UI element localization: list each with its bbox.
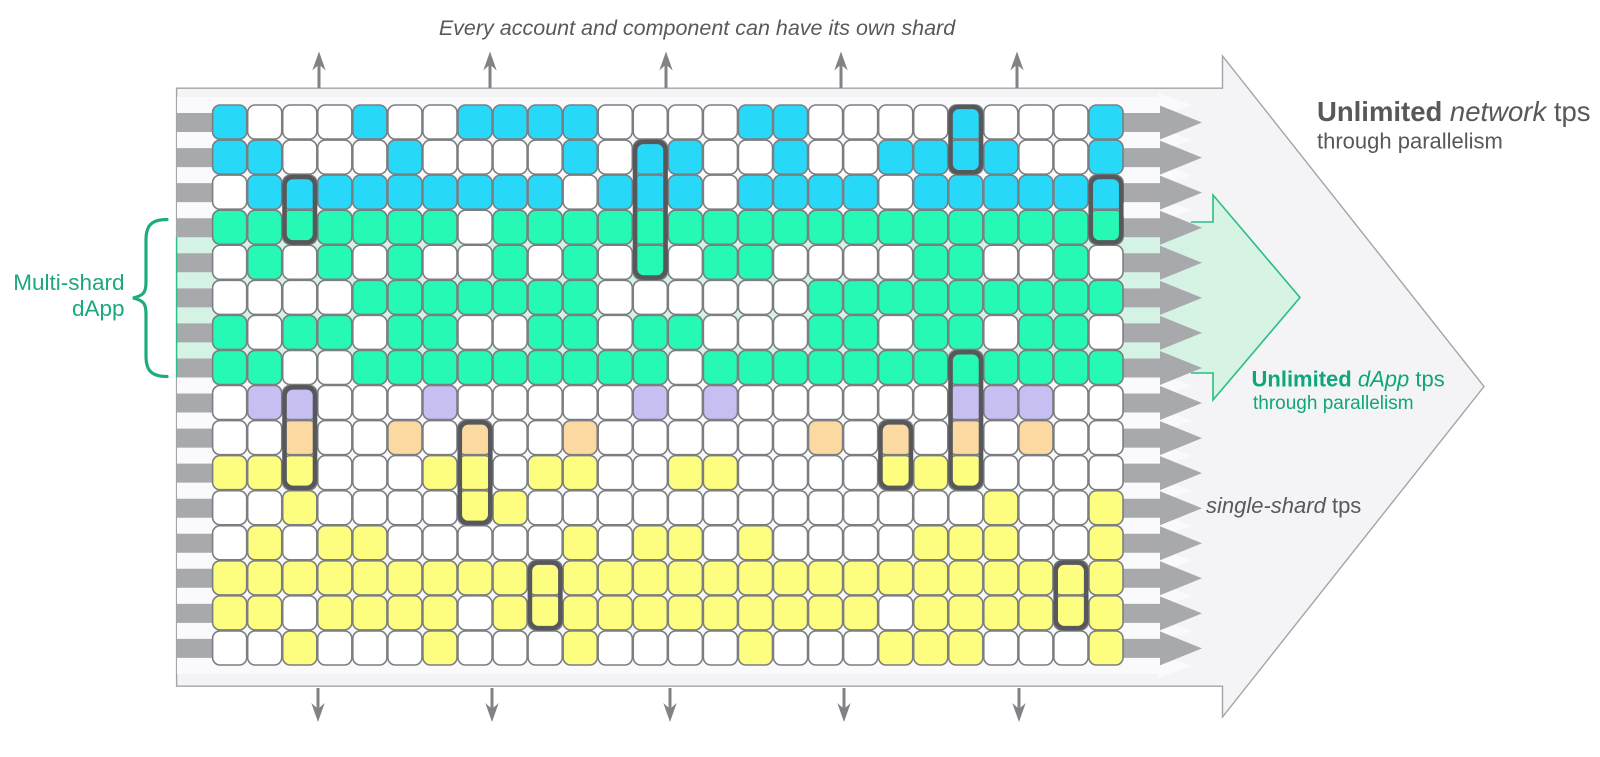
svg-text:single-shard tps: single-shard tps [1206, 493, 1361, 518]
svg-text:Unlimited dApp tps: Unlimited dApp tps [1252, 367, 1445, 392]
svg-text:through parallelism: through parallelism [1253, 393, 1414, 414]
svg-text:dApp: dApp [72, 296, 125, 321]
svg-text:Every account and component ca: Every account and component can have its… [439, 16, 956, 40]
svg-text:Unlimited network tps: Unlimited network tps [1317, 96, 1591, 127]
svg-text:Multi-shard: Multi-shard [13, 270, 124, 295]
svg-text:through parallelism: through parallelism [1317, 129, 1503, 154]
